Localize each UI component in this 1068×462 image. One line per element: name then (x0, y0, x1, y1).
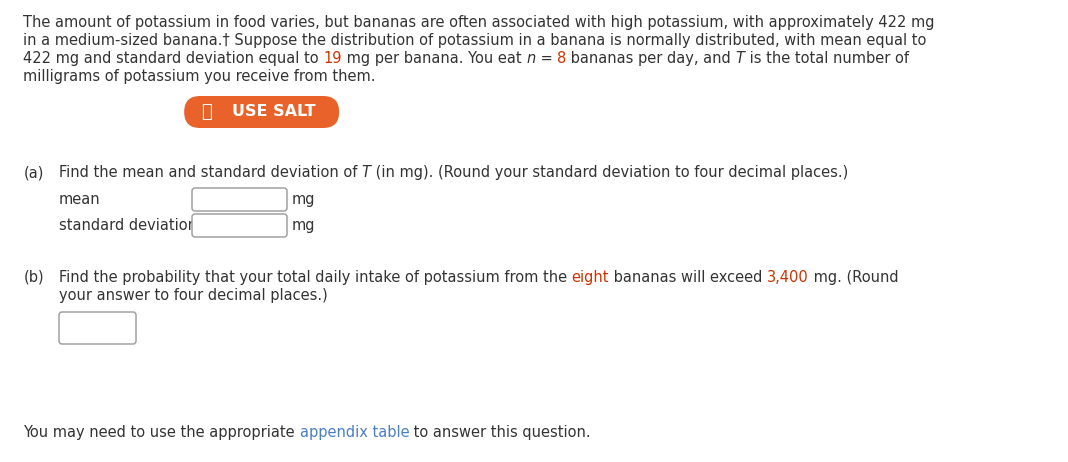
Text: eight: eight (571, 270, 609, 285)
Text: USE SALT: USE SALT (232, 104, 315, 120)
FancyBboxPatch shape (59, 312, 136, 344)
FancyBboxPatch shape (192, 188, 287, 211)
Text: mg per banana. You eat: mg per banana. You eat (342, 51, 527, 66)
Text: bananas per day, and: bananas per day, and (566, 51, 736, 66)
Text: is the total number of: is the total number of (744, 51, 909, 66)
Text: your answer to four decimal places.): your answer to four decimal places.) (59, 288, 328, 303)
Text: ⍾: ⍾ (201, 103, 211, 121)
Text: (b): (b) (23, 270, 44, 285)
Text: mg: mg (292, 218, 315, 233)
Text: appendix table: appendix table (300, 425, 409, 440)
Text: 19: 19 (324, 51, 342, 66)
Text: Find the mean and standard deviation of: Find the mean and standard deviation of (59, 165, 362, 180)
Text: Find the probability that your total daily intake of potassium from the: Find the probability that your total dai… (59, 270, 571, 285)
FancyBboxPatch shape (192, 214, 287, 237)
Text: 3,400: 3,400 (767, 270, 808, 285)
Text: to answer this question.: to answer this question. (409, 425, 591, 440)
Text: mg. (Round: mg. (Round (808, 270, 898, 285)
Text: mean: mean (59, 192, 100, 207)
Text: =: = (536, 51, 557, 66)
Text: bananas will exceed: bananas will exceed (609, 270, 767, 285)
Text: You may need to use the appropriate: You may need to use the appropriate (23, 425, 300, 440)
Text: (a): (a) (23, 165, 44, 180)
Text: standard deviation: standard deviation (59, 218, 197, 233)
Text: in a medium-sized banana.† Suppose the distribution of potassium in a banana is : in a medium-sized banana.† Suppose the d… (23, 33, 927, 48)
Text: T: T (362, 165, 371, 180)
Text: The amount of potassium in food varies, but bananas are often associated with hi: The amount of potassium in food varies, … (23, 15, 934, 30)
Text: 8: 8 (557, 51, 566, 66)
FancyBboxPatch shape (184, 96, 340, 128)
Text: T: T (736, 51, 744, 66)
Text: n: n (527, 51, 536, 66)
Text: 422 mg and standard deviation equal to: 422 mg and standard deviation equal to (23, 51, 324, 66)
Text: milligrams of potassium you receive from them.: milligrams of potassium you receive from… (23, 69, 376, 84)
Text: mg: mg (292, 192, 315, 207)
Text: (in mg). (Round your standard deviation to four decimal places.): (in mg). (Round your standard deviation … (371, 165, 848, 180)
